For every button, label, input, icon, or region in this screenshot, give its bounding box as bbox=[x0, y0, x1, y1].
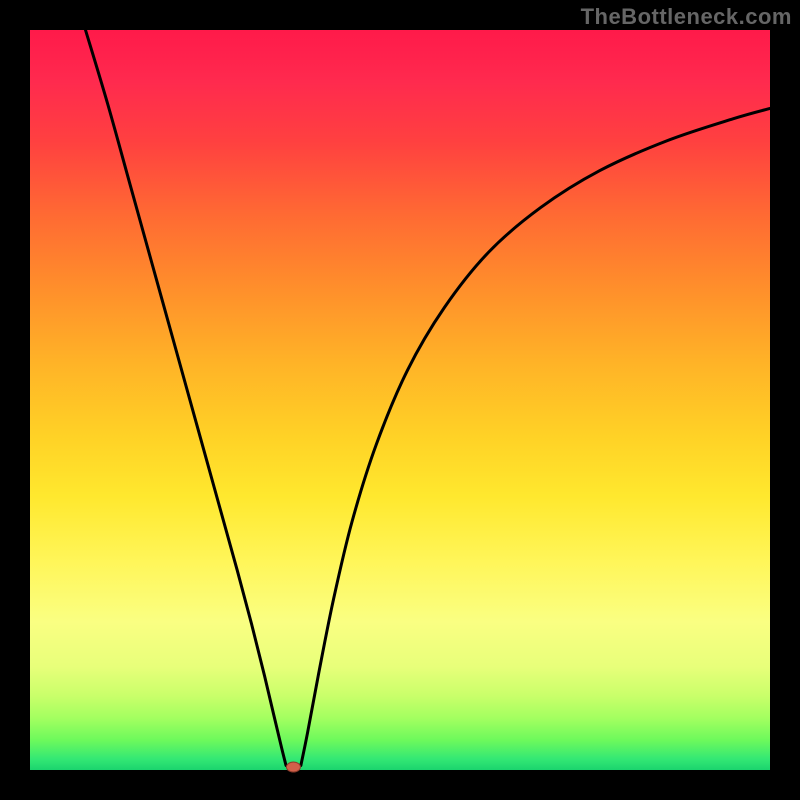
optimal-point-marker bbox=[286, 762, 300, 772]
chart-stage: TheBottleneck.com bbox=[0, 0, 800, 800]
watermark-text: TheBottleneck.com bbox=[581, 4, 792, 30]
gradient-plot-area bbox=[30, 30, 770, 770]
chart-svg bbox=[0, 0, 800, 800]
